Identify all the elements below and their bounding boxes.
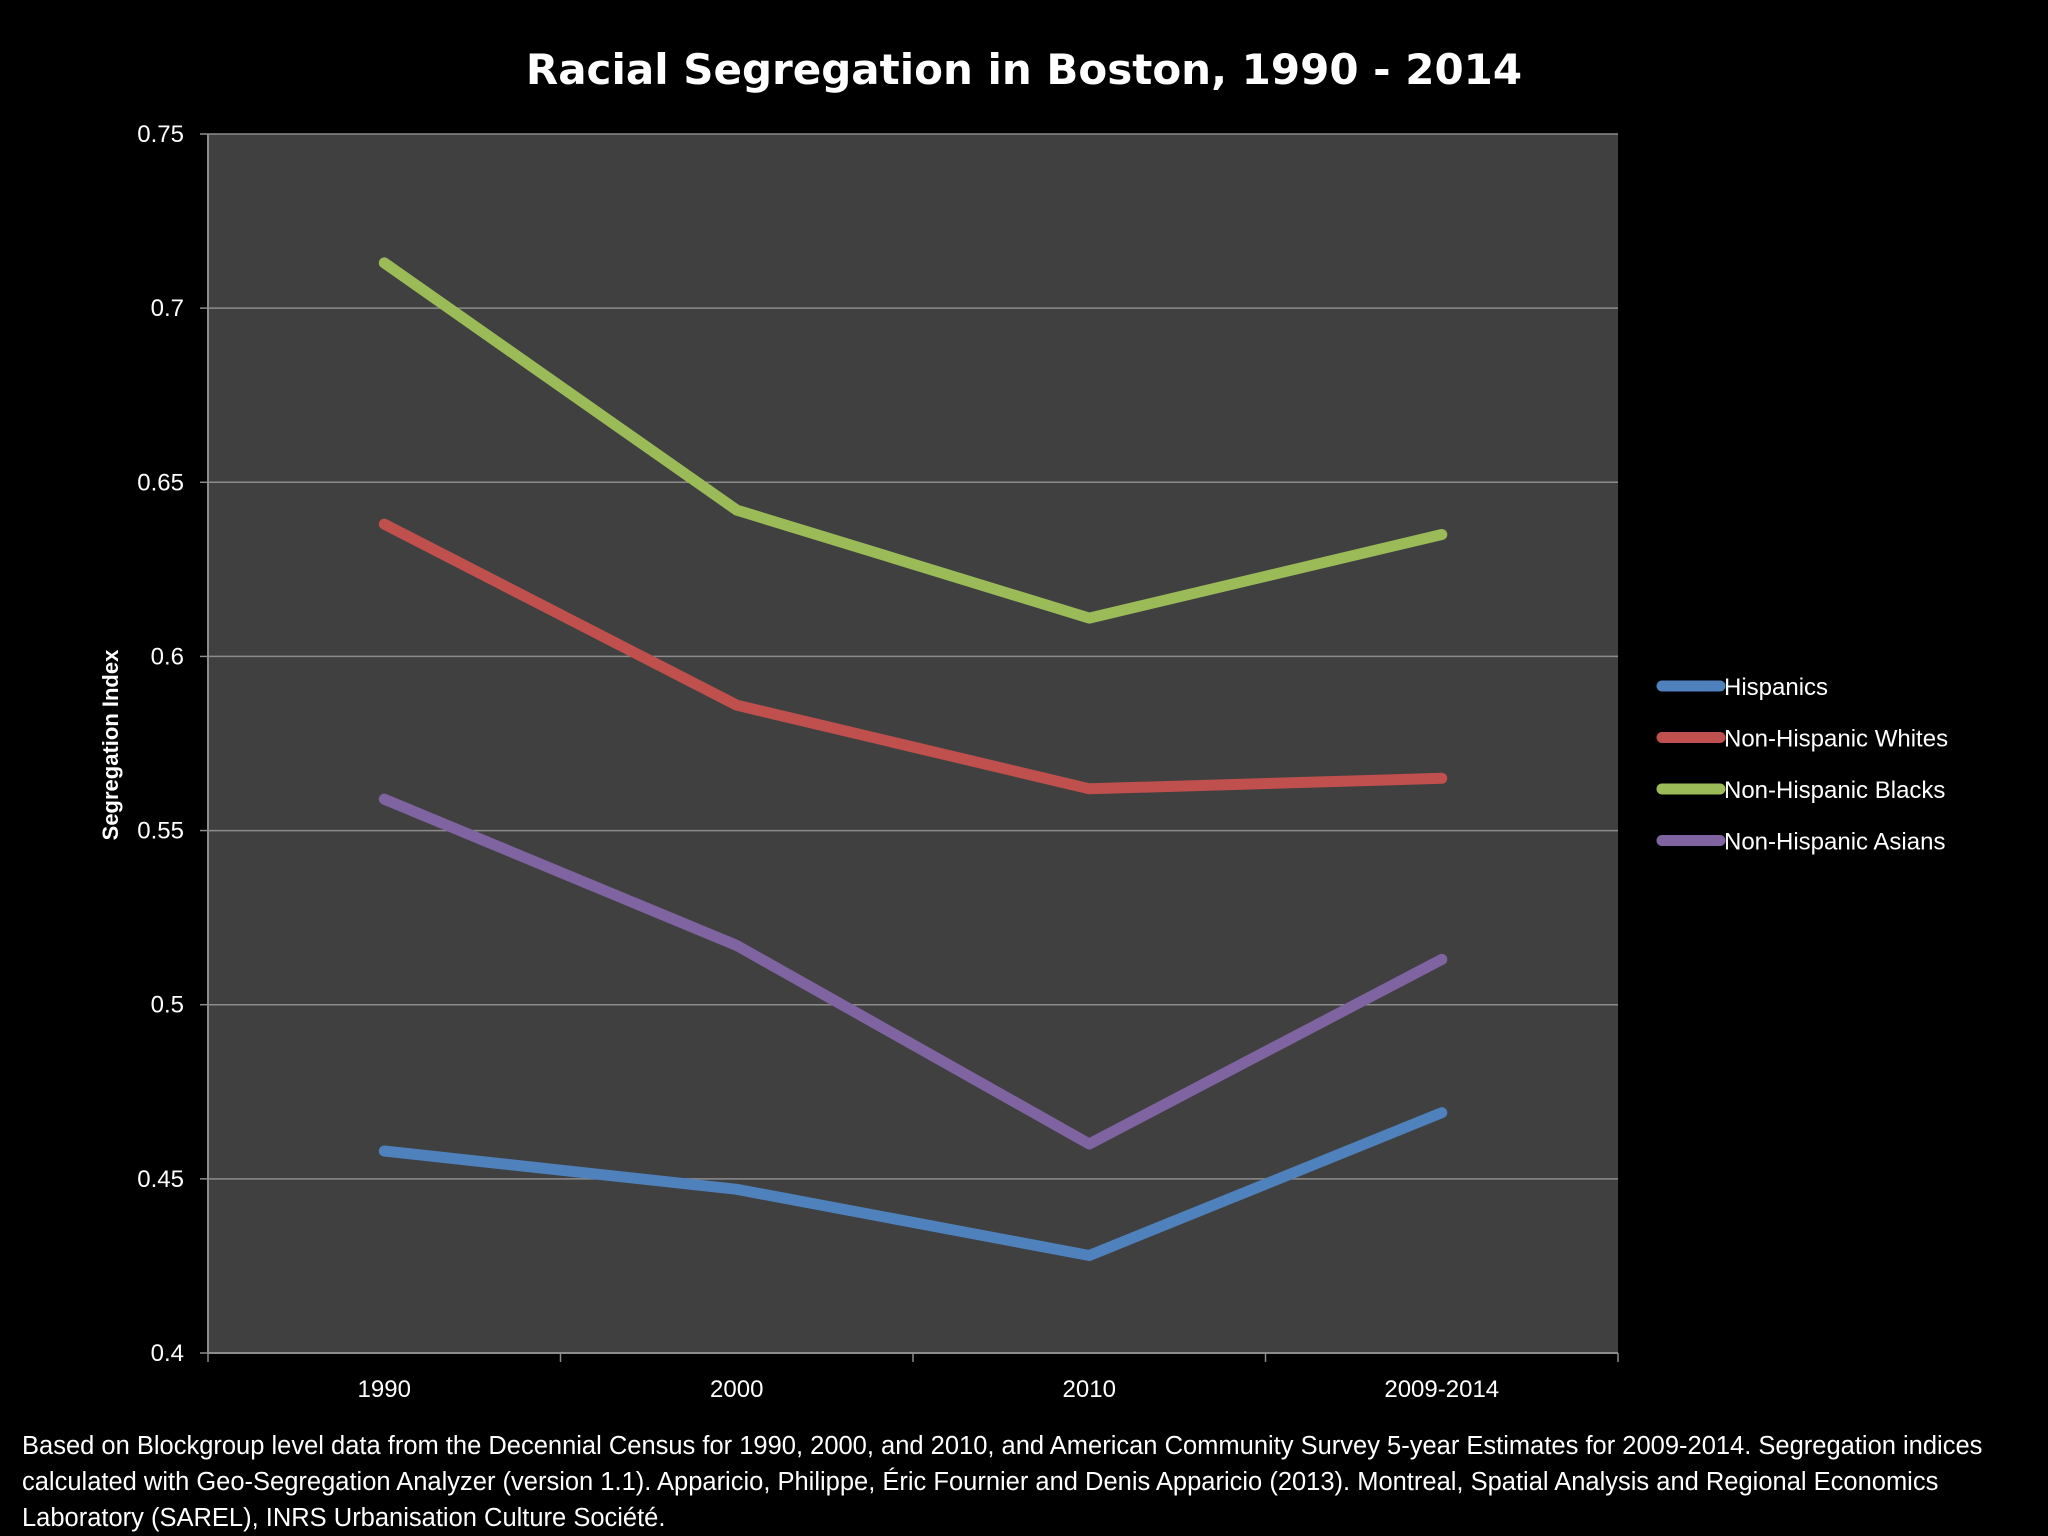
y-tick-label: 0.4	[151, 1340, 184, 1367]
legend-label: Non-Hispanic Whites	[1724, 726, 1948, 753]
y-axis-ticks: 0.4 0.45 0.5 0.55 0.6 0.65 0.7 0.75	[137, 121, 208, 1367]
x-axis-ticks: 1990 2000 2010 2009-2014	[207, 1353, 1619, 1403]
legend-label: Non-Hispanic Asians	[1724, 829, 1945, 856]
x-tick-label: 2000	[710, 1376, 763, 1403]
x-tick-label: 2010	[1063, 1376, 1116, 1403]
series-line-non-hispanic-blacks	[378, 257, 1448, 624]
x-tick-label: 2009-2014	[1384, 1376, 1499, 1403]
chart-title: Racial Segregation in Boston, 1990 - 201…	[526, 45, 1522, 94]
series-lines	[378, 257, 1448, 1261]
y-tick-label: 0.75	[137, 121, 184, 148]
y-tick-label: 0.55	[137, 818, 184, 845]
legend: Hispanics Non-Hispanic Whites Non-Hispanic…	[1656, 674, 1948, 856]
footnote: Based on Blockgroup level data from the …	[22, 1432, 1983, 1532]
series-line-non-hispanic-whites	[378, 518, 1448, 795]
series-line-non-hispanic-asians	[378, 793, 1448, 1150]
y-tick-label: 0.6	[151, 643, 184, 670]
y-tick-label: 0.5	[151, 992, 184, 1019]
y-tick-label: 0.45	[137, 1166, 184, 1193]
y-tick-label: 0.65	[137, 469, 184, 496]
y-axis-label: Segregation Index	[98, 649, 123, 840]
legend-label: Non-Hispanic Blacks	[1724, 777, 1945, 804]
y-tick-label: 0.7	[151, 295, 184, 322]
series-line-hispanics	[378, 1107, 1448, 1261]
legend-label: Hispanics	[1724, 674, 1828, 701]
x-tick-label: 1990	[358, 1376, 411, 1403]
